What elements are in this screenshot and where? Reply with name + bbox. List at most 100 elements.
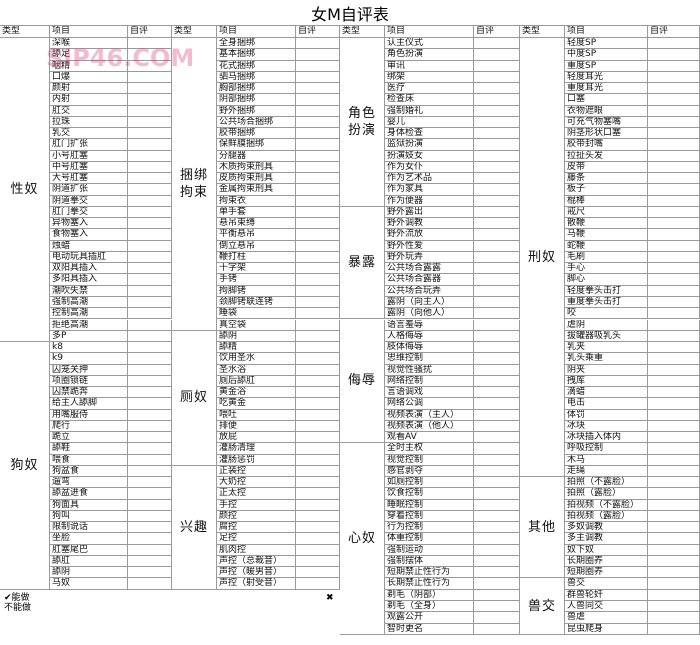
item-cell: 舔阴 (217, 330, 296, 342)
item-cell: 灌肠清理 (217, 443, 296, 455)
item-cell: 蛇鞭 (565, 240, 648, 252)
item-cell: 异物塞入 (50, 218, 128, 230)
item-cell: 深喉 (50, 38, 128, 50)
item-cell: 人格侮辱 (385, 330, 474, 342)
rating-cell (474, 555, 520, 568)
rating-cell (128, 173, 172, 185)
rating-cell (296, 319, 340, 331)
item-cell: 感官剥夺 (385, 465, 474, 478)
item-cell: 网络控制 (385, 375, 474, 388)
item-cell: 肛门拳交 (50, 206, 128, 219)
rating-cell (128, 195, 172, 207)
type-cell: 性奴 (0, 38, 50, 343)
item-cell: 睡眠控制 (385, 499, 474, 511)
item-cell: 野外玩弄 (385, 251, 474, 264)
rating-cell (128, 342, 172, 354)
rating-cell (474, 296, 520, 309)
item-cell: 棍棒 (565, 195, 648, 207)
item-cell: 昆虫爬身 (565, 623, 648, 635)
rating-cell (474, 420, 520, 433)
item-cell: 中度SP (565, 49, 648, 61)
item-cell: 藤条 (565, 173, 648, 185)
rating-cell (296, 477, 340, 489)
item-cell: 视觉控制 (385, 454, 474, 466)
rating-cell (296, 184, 340, 196)
rating-cell (296, 578, 340, 590)
rating-cell (648, 398, 700, 410)
type-cell: 厕奴 (172, 330, 217, 466)
rating-cell (474, 38, 520, 50)
item-cell: 板子 (565, 184, 648, 196)
item-cell: 声控（暖男音） (217, 567, 296, 579)
rating-cell (296, 488, 340, 500)
rating-cell (128, 330, 172, 342)
item-cell: 黄金浴 (217, 387, 296, 399)
rating-cell (128, 128, 172, 140)
item-cell: 颈脚铐联连铐 (217, 296, 296, 309)
item-cell: 言语调戏 (385, 387, 474, 399)
item-cell: 多P (50, 330, 128, 342)
rating-cell (474, 409, 520, 421)
rating-cell (128, 567, 172, 579)
rating-cell (296, 510, 340, 523)
item-cell: 虐阴 (565, 319, 648, 331)
item-cell: 舔足 (50, 49, 128, 61)
rating-cell (648, 432, 700, 444)
rating-cell (474, 387, 520, 399)
item-cell: 如厕控制 (385, 477, 474, 489)
item-cell: 审讯 (385, 60, 474, 72)
item-cell: 中号肛塞 (50, 161, 128, 174)
type-cell: 心奴 (340, 443, 385, 635)
rating-cell (296, 522, 340, 534)
header-cell: 类型 (0, 26, 50, 38)
rating-cell (128, 49, 172, 61)
item-cell: k8 (50, 342, 128, 354)
header-cell: 自评 (474, 26, 520, 38)
item-cell: 全身捆绑 (217, 38, 296, 50)
item-cell: 十字架 (217, 263, 296, 275)
item-cell: 囚笼关押 (50, 364, 128, 376)
item-cell: 口塞 (565, 94, 648, 106)
item-cell: 皮带 (565, 161, 648, 174)
type-cell: 侮辱 (340, 319, 385, 444)
header-cell: 自评 (296, 26, 340, 38)
rating-cell (474, 83, 520, 95)
item-cell: 遛弯 (50, 477, 128, 489)
item-cell: 狗盆食 (50, 465, 128, 478)
item-cell: 群兽轮奸 (565, 589, 648, 601)
rating-cell (296, 567, 340, 579)
item-cell: 乳夹 (565, 342, 648, 354)
item-cell: 冰块 (565, 420, 648, 433)
rating-cell (474, 206, 520, 219)
rating-cell (296, 342, 340, 354)
item-cell: 用嘴服侍 (50, 409, 128, 421)
item-cell: 口爆 (50, 71, 128, 84)
rating-cell (128, 116, 172, 129)
rating-cell (648, 409, 700, 421)
item-cell: 作为女仆 (385, 161, 474, 174)
rating-cell (474, 465, 520, 478)
rating-cell (296, 150, 340, 162)
item-cell: 舔阴 (50, 567, 128, 579)
title: 女M自评表 (0, 0, 700, 26)
rating-cell (474, 60, 520, 72)
item-cell: 胸部捆绑 (217, 83, 296, 95)
item-cell: 人兽同交 (565, 601, 648, 613)
rating-cell (474, 116, 520, 129)
item-cell: 公共场合露器 (385, 274, 474, 286)
item-cell: 舔精 (217, 342, 296, 354)
rating-cell (296, 49, 340, 61)
rating-cell (128, 454, 172, 466)
rating-cell (648, 544, 700, 556)
legend-no: 不能做 (4, 602, 32, 613)
rating-cell (474, 544, 520, 556)
item-cell: 乳头乘重 (565, 353, 648, 365)
rating-cell (296, 420, 340, 433)
rating-cell (296, 533, 340, 545)
rating-cell (296, 105, 340, 117)
type-cell: 刑奴 (520, 38, 565, 478)
rating-cell (648, 342, 700, 354)
item-cell: 潮吹失禁 (50, 285, 128, 297)
rating-cell (296, 71, 340, 84)
rating-cell (474, 285, 520, 297)
